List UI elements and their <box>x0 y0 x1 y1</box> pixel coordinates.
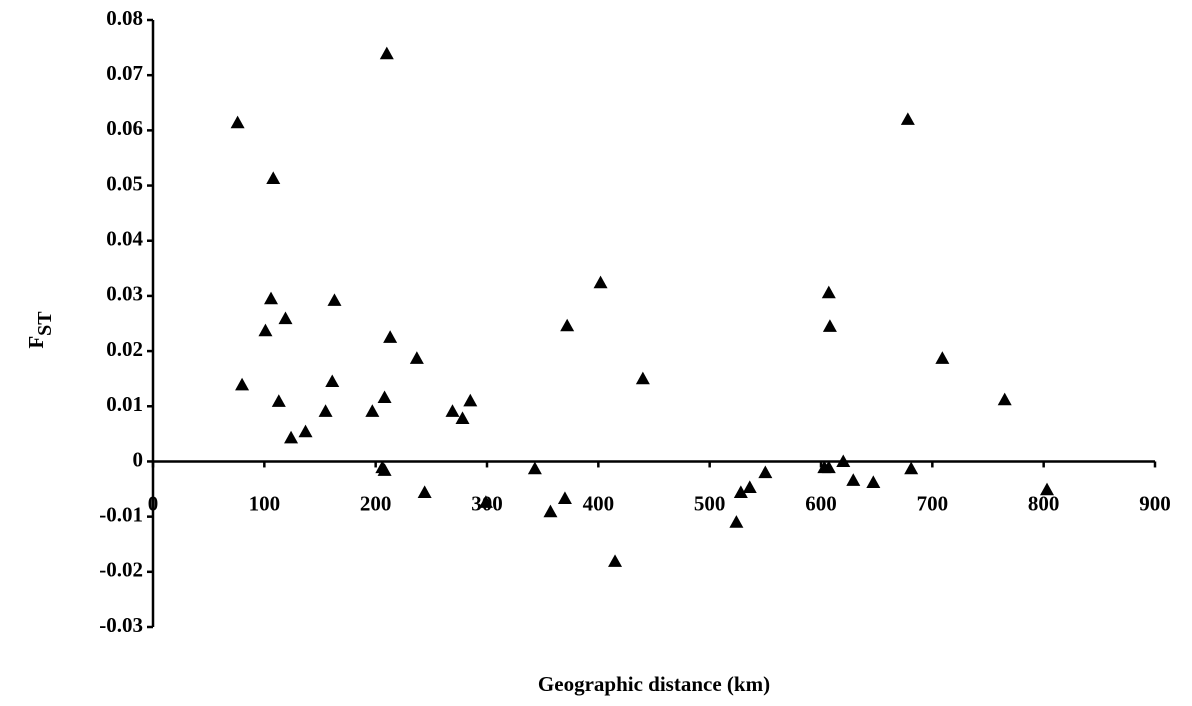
point <box>742 480 757 493</box>
y-tick-label: -0.02 <box>99 558 143 582</box>
point <box>635 371 650 385</box>
point <box>904 461 919 475</box>
y-tick-label: -0.03 <box>99 613 143 637</box>
y-axis-label: FST <box>24 311 56 349</box>
point <box>900 112 915 125</box>
point <box>318 404 333 417</box>
point <box>1040 482 1055 496</box>
x-tick-label: 100 <box>249 491 281 515</box>
y-axis-label-subscript: ST <box>34 311 56 336</box>
y-tick-label: 0.08 <box>106 6 143 30</box>
point <box>235 377 250 391</box>
point <box>822 319 837 332</box>
point <box>729 515 744 528</box>
x-tick-label: 400 <box>583 491 615 515</box>
point <box>821 460 836 474</box>
point <box>365 404 380 417</box>
point <box>478 495 493 508</box>
x-tick-label: 600 <box>805 491 837 515</box>
y-axis-label-group: FST <box>24 311 56 349</box>
point <box>271 394 286 407</box>
point <box>383 330 398 343</box>
point <box>284 430 299 444</box>
point <box>758 465 773 479</box>
y-tick-label: 0.04 <box>106 227 143 251</box>
point <box>836 454 851 468</box>
point <box>997 392 1012 406</box>
point <box>230 115 245 129</box>
y-axis-label-main: F <box>24 336 48 349</box>
point <box>377 390 392 404</box>
x-axis-label: Geographic distance (km) <box>538 672 770 696</box>
point <box>445 404 460 417</box>
y-tick-label: 0.05 <box>106 171 143 195</box>
point <box>266 171 281 184</box>
x-tick-label: 200 <box>360 491 392 515</box>
point <box>593 275 608 289</box>
point <box>327 293 342 306</box>
y-tick-label: 0.06 <box>106 116 143 140</box>
point <box>258 323 273 337</box>
point <box>379 46 394 60</box>
point <box>733 485 748 498</box>
point <box>608 554 623 567</box>
point <box>821 285 836 299</box>
point <box>866 475 881 489</box>
point <box>527 461 542 475</box>
y-tick-label: 0.07 <box>106 61 143 85</box>
point <box>264 291 279 305</box>
point <box>417 485 432 498</box>
y-tick-label: -0.01 <box>99 502 143 526</box>
x-tick-label: 0 <box>148 491 159 515</box>
point <box>463 393 478 407</box>
point <box>298 424 313 438</box>
y-tick-label: 0.03 <box>106 282 143 306</box>
point <box>409 351 424 364</box>
point <box>557 491 572 505</box>
y-tick-label: 0.01 <box>106 392 143 416</box>
y-tick-label: 0.02 <box>106 337 143 361</box>
point <box>846 473 861 486</box>
x-tick-label: 800 <box>1028 491 1060 515</box>
point <box>455 411 470 425</box>
point <box>325 374 340 388</box>
y-tick-label: 0 <box>133 447 144 471</box>
point <box>560 318 575 332</box>
x-tick-label: 700 <box>917 491 949 515</box>
point <box>377 463 392 476</box>
point <box>543 504 558 518</box>
x-tick-label: 500 <box>694 491 726 515</box>
point <box>278 311 293 325</box>
point <box>935 351 950 364</box>
x-tick-label: 900 <box>1139 491 1171 515</box>
